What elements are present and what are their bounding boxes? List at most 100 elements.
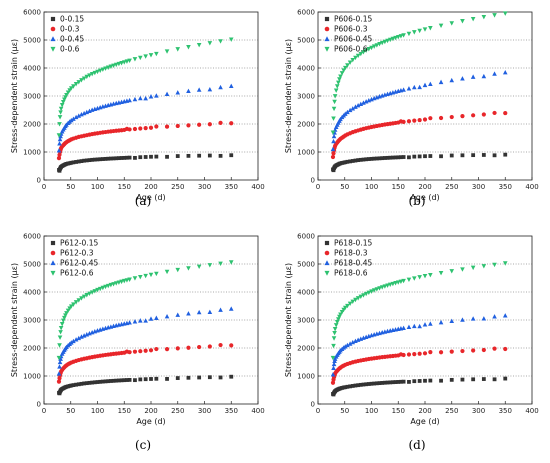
x-tick-label: 250 bbox=[445, 183, 458, 191]
data-point bbox=[460, 377, 465, 382]
data-point bbox=[164, 49, 170, 54]
data-point bbox=[371, 44, 377, 49]
data-point bbox=[228, 37, 234, 42]
data-point bbox=[218, 342, 223, 348]
data-point bbox=[334, 84, 340, 89]
panel-label: (a) bbox=[135, 194, 152, 208]
data-point bbox=[81, 110, 87, 116]
data-point bbox=[64, 311, 69, 316]
data-point bbox=[175, 154, 180, 158]
data-point bbox=[138, 275, 143, 280]
panel-label: (c) bbox=[135, 438, 151, 452]
legend-label: P606-0.15 bbox=[334, 15, 372, 24]
data-point bbox=[353, 158, 358, 163]
data-point bbox=[186, 45, 191, 50]
data-point bbox=[395, 34, 401, 40]
data-point bbox=[471, 377, 476, 382]
data-point bbox=[481, 377, 486, 381]
data-point bbox=[90, 380, 95, 385]
data-point bbox=[79, 381, 84, 386]
data-point bbox=[127, 155, 132, 160]
data-point bbox=[92, 380, 97, 385]
data-point bbox=[412, 276, 417, 281]
data-point bbox=[74, 382, 78, 387]
data-series bbox=[331, 376, 508, 397]
data-point bbox=[106, 156, 111, 161]
data-point bbox=[406, 119, 412, 124]
data-point bbox=[471, 113, 476, 118]
data-point bbox=[154, 271, 159, 277]
data-point bbox=[100, 157, 105, 161]
y-tick-label: 6000 bbox=[297, 9, 315, 17]
data-point bbox=[407, 380, 411, 384]
data-point bbox=[228, 260, 234, 265]
data-point bbox=[341, 68, 346, 73]
x-tick-label: 350 bbox=[225, 183, 238, 191]
data-point bbox=[68, 117, 74, 123]
data-point bbox=[132, 276, 138, 281]
data-point bbox=[108, 156, 113, 161]
y-tick-label: 2000 bbox=[297, 345, 315, 353]
data-point bbox=[372, 156, 377, 161]
data-point bbox=[438, 115, 444, 121]
y-tick-label: 6000 bbox=[23, 233, 41, 241]
data-point bbox=[84, 293, 90, 298]
legend-marker bbox=[50, 260, 56, 266]
data-point bbox=[79, 159, 84, 163]
data-point bbox=[81, 76, 87, 81]
data-point bbox=[460, 348, 465, 354]
data-point bbox=[428, 154, 433, 158]
data-point bbox=[81, 333, 87, 338]
data-point bbox=[374, 381, 379, 386]
x-tick-label: 100 bbox=[365, 183, 378, 191]
data-point bbox=[470, 74, 476, 79]
data-point bbox=[127, 377, 132, 382]
data-point bbox=[471, 153, 476, 158]
data-point bbox=[84, 74, 90, 80]
x-tick-label: 150 bbox=[118, 407, 131, 415]
data-point bbox=[399, 379, 403, 384]
data-point bbox=[111, 63, 116, 69]
y-tick-label: 2000 bbox=[23, 345, 41, 353]
data-point bbox=[390, 281, 396, 287]
y-tick-label: 4000 bbox=[23, 65, 41, 73]
data-point bbox=[89, 71, 95, 77]
data-point bbox=[175, 312, 181, 317]
y-tick-label: 1000 bbox=[297, 373, 315, 381]
x-tick-label: 50 bbox=[340, 183, 349, 191]
data-point bbox=[154, 315, 159, 320]
data-point bbox=[382, 39, 388, 45]
x-tick-label: 350 bbox=[499, 183, 512, 191]
data-point bbox=[460, 317, 465, 322]
data-point bbox=[393, 281, 398, 286]
data-point bbox=[438, 350, 444, 355]
y-tick-label: 2000 bbox=[23, 121, 41, 129]
data-point bbox=[438, 79, 444, 85]
x-tick-label: 250 bbox=[171, 407, 184, 415]
data-point bbox=[57, 364, 62, 369]
x-tick-label: 100 bbox=[91, 183, 104, 191]
data-point bbox=[100, 379, 105, 384]
data-point bbox=[132, 126, 138, 132]
data-point bbox=[374, 43, 380, 48]
data-point bbox=[97, 68, 103, 74]
data-point bbox=[154, 154, 159, 159]
data-point bbox=[358, 157, 363, 162]
data-point bbox=[503, 376, 508, 381]
data-point bbox=[103, 156, 108, 161]
data-point bbox=[64, 92, 69, 98]
data-point bbox=[342, 111, 348, 116]
data-point bbox=[87, 291, 92, 297]
data-point bbox=[353, 383, 358, 388]
data-point bbox=[95, 380, 100, 384]
data-point bbox=[76, 335, 82, 341]
chart-panel: 0 50 100 150 200 250 300 350 4000100020003000400… bbox=[284, 233, 539, 453]
data-point bbox=[379, 40, 385, 46]
data-point bbox=[119, 279, 124, 285]
data-point bbox=[350, 159, 355, 163]
data-point bbox=[71, 116, 76, 121]
data-point bbox=[218, 84, 223, 90]
y-tick-label: 0 bbox=[311, 177, 315, 185]
data-point bbox=[164, 269, 170, 275]
data-point bbox=[330, 146, 336, 152]
